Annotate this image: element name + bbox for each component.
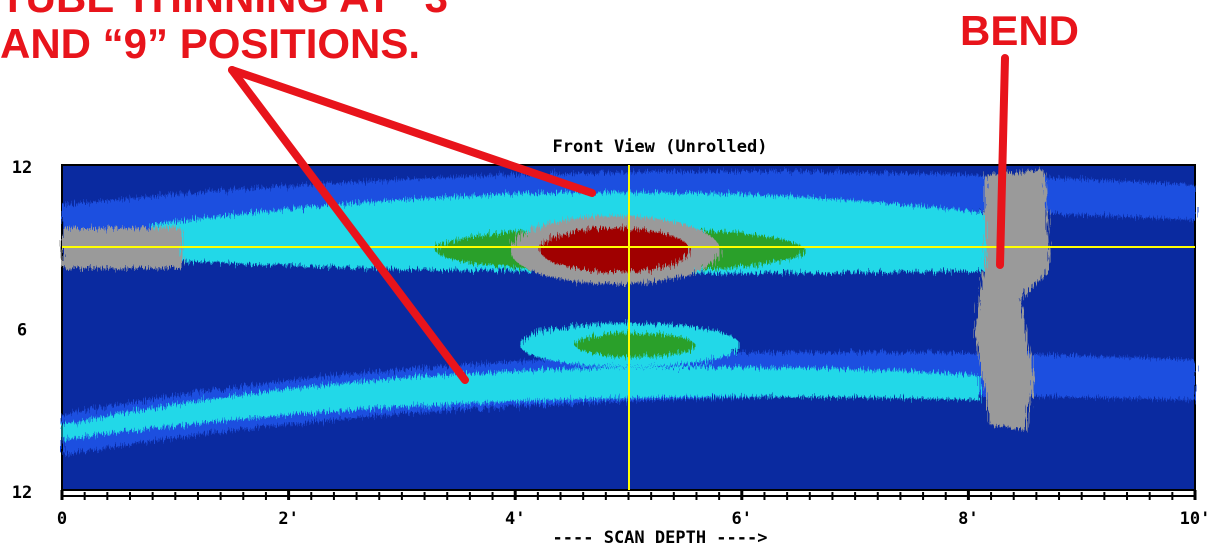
y-tick-label: 12: [12, 158, 32, 178]
x-tick-label: 8': [958, 509, 978, 529]
y-tick-label: 12: [12, 483, 32, 503]
x-tick-label: 2': [278, 509, 298, 529]
annotation: BEND: [960, 7, 1079, 54]
lower-green: [575, 333, 695, 357]
arrow: [1000, 58, 1005, 265]
annotation: AND “9” POSITIONS.: [0, 20, 420, 67]
x-axis-label: ---- SCAN DEPTH ---->: [553, 528, 768, 548]
x-tick-label: 6': [732, 509, 752, 529]
red-zone: [540, 228, 690, 272]
annotation: TUBE THINNING AT “3”: [0, 0, 469, 21]
x-tick-label: 0: [57, 509, 67, 529]
scan-title: Front View (Unrolled): [553, 137, 768, 157]
scan-image: [62, 165, 1195, 490]
x-tick-label: 4': [505, 509, 525, 529]
y-tick-label: 6: [17, 321, 27, 341]
x-tick-label: 10': [1180, 509, 1211, 529]
scan-screenshot: Front View (Unrolled) ---- SCAN DEPTH --…: [0, 0, 1227, 550]
